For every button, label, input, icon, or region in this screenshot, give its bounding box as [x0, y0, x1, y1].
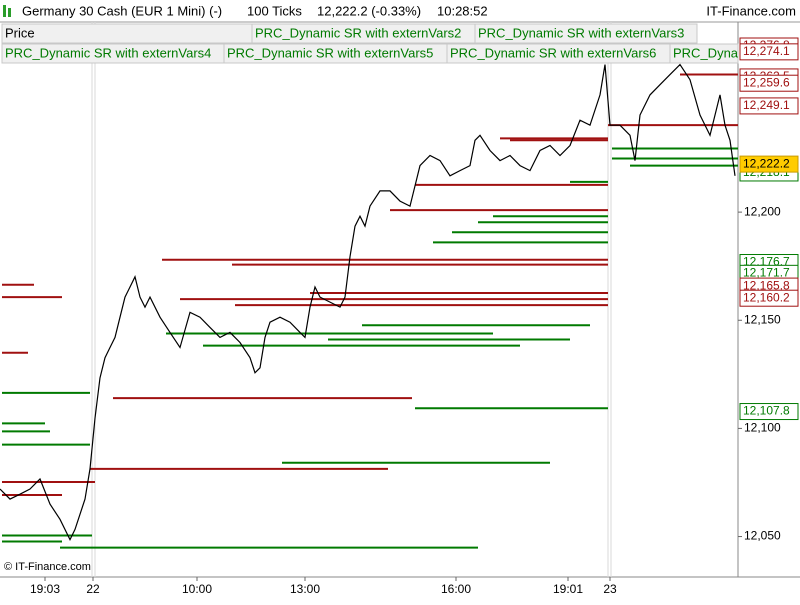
legend-box	[474, 23, 698, 44]
legend-item: PRC_Dynamic SR with externVars6	[450, 45, 656, 60]
price-line	[0, 63, 736, 541]
legend-item: PRC_Dynamic SR with externVars4	[5, 45, 211, 60]
price-label: 12,171.7	[743, 266, 790, 280]
app-icon	[3, 5, 6, 17]
legend-item: Price	[5, 25, 35, 40]
price-label-box	[739, 74, 799, 92]
price-label: 12,222.2	[743, 156, 790, 170]
legend-item: PRC_Dynamic SR with externVars2	[255, 25, 461, 40]
x-tick-label: 13:00	[290, 582, 320, 596]
price-label: 12,160.2	[743, 290, 790, 304]
price-label: 12,259.6	[743, 75, 790, 89]
price-label: 12,249.1	[743, 98, 790, 112]
price-label: 12,107.8	[743, 404, 790, 418]
price-label: 12,165.8	[743, 278, 790, 292]
clock: 10:28:52	[437, 3, 488, 18]
price-label-box	[739, 97, 799, 115]
axes: 12,050 12,100 12,150 12,200 19:03 22 10:00 13:0…	[30, 37, 799, 596]
brand: IT-Finance.com	[706, 3, 796, 18]
price-label-box	[739, 43, 799, 61]
legend-item: PRC_Dynamic SR with externVars5	[227, 45, 433, 60]
y-tick-label: 12,050	[744, 529, 781, 543]
y-tick-label: 12,100	[744, 421, 781, 435]
x-tick-label: 19:01	[553, 582, 583, 596]
period: 100 Ticks	[247, 3, 302, 18]
price-label-box	[739, 155, 799, 173]
copyright: © IT-Finance.com	[4, 561, 91, 573]
legend-item: PRC_Dynamic SR with externVars3	[478, 25, 684, 40]
price-label-box	[739, 403, 799, 421]
legend: Price PRC_Dynamic SR with externVars2 PRC_…	[1, 23, 739, 64]
instrument: Germany 30 Cash (EUR 1 Mini) (-)	[22, 3, 222, 18]
x-tick-label: 23	[603, 582, 617, 596]
y-tick-label: 12,200	[744, 204, 781, 218]
plot-area	[0, 63, 738, 549]
quote: 12,222.2 (-0.33%)	[317, 3, 421, 18]
y-tick-label: 12,150	[744, 312, 781, 326]
app-icon	[8, 8, 11, 17]
price-label-box	[739, 289, 799, 307]
x-tick-label: 19:03	[30, 582, 60, 596]
price-label: 12,274.1	[743, 44, 790, 58]
header-bar	[0, 0, 800, 22]
legend-box	[669, 43, 739, 64]
x-tick-label: 16:00	[441, 582, 471, 596]
legend-box	[1, 23, 253, 44]
x-tick-label: 10:00	[182, 582, 212, 596]
x-tick-label: 22	[86, 582, 100, 596]
legend-item: PRC_Dyna	[673, 45, 739, 60]
